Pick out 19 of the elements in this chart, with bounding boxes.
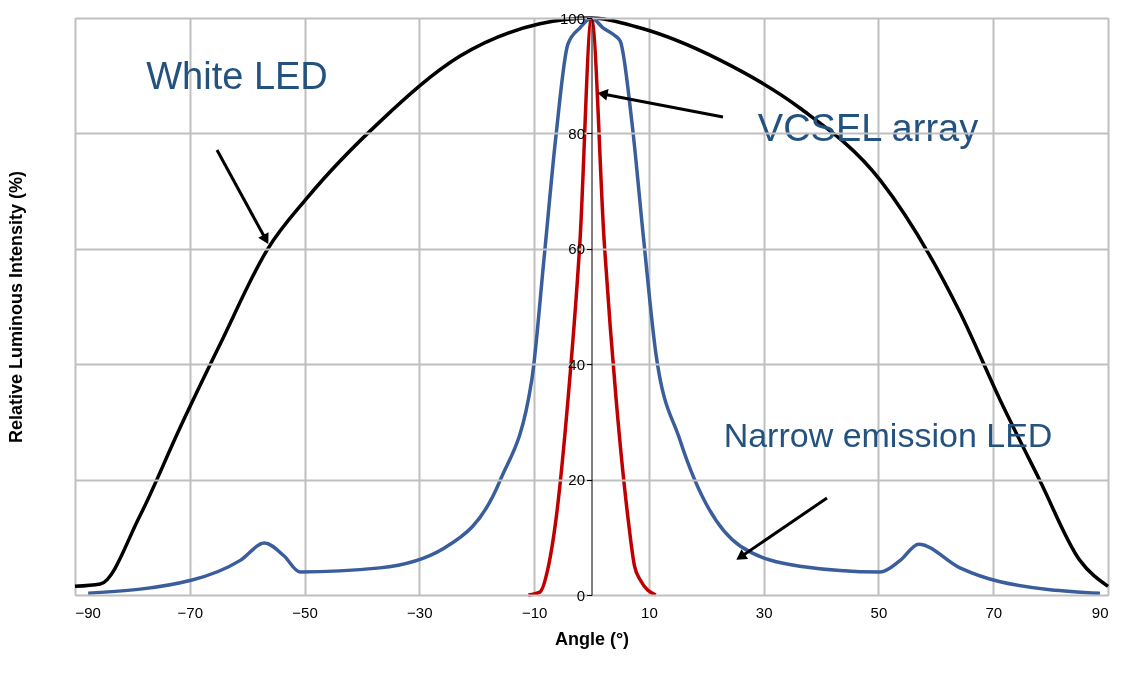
x-tick-label: 30 — [755, 603, 773, 621]
x-tick-label: 70 — [985, 603, 1003, 621]
x-tick-label: −90 — [75, 603, 101, 621]
y-axis-title: Relative Luminous Intensity (%) — [5, 170, 26, 444]
x-tick-label: −50 — [292, 603, 318, 621]
x-axis-title: Angle (°) — [554, 628, 630, 649]
y-tick-label: 60 — [568, 240, 585, 258]
x-tick-label: −10 — [521, 603, 548, 621]
x-tick-label: 50 — [870, 603, 888, 621]
y-tick-label: 80 — [568, 124, 585, 142]
x-tick-label: −70 — [177, 603, 203, 621]
x-tick-label: 90 — [1091, 603, 1109, 621]
annotation: White LED — [146, 55, 328, 97]
y-tick-label: 40 — [568, 355, 585, 373]
y-tick-label: 20 — [568, 471, 585, 489]
x-tick-label: −30 — [407, 603, 433, 621]
y-tick-label: 0 — [576, 586, 585, 604]
x-tick-label: 10 — [641, 603, 658, 621]
y-tick-label: 100 — [559, 9, 585, 27]
